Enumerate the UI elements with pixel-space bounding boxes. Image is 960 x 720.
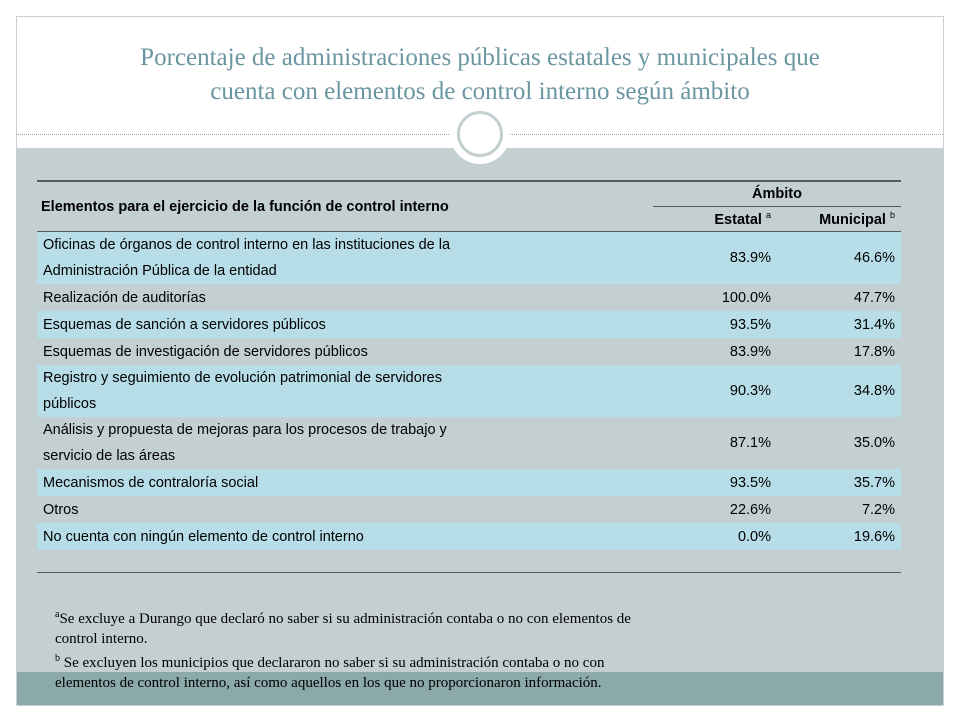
table-row: Esquemas de sanción a servidores público…: [37, 311, 901, 338]
table-row: Mecanismos de contraloría social 93.5% 3…: [37, 469, 901, 496]
slide-title: Porcentaje de administraciones públicas …: [17, 41, 943, 109]
table-row: Realización de auditorías 100.0% 47.7%: [37, 284, 901, 311]
table-header-row: Elementos para el ejercicio de la funció…: [37, 181, 901, 215]
value-municipal: 35.0%: [777, 417, 901, 469]
group-header: Ámbito: [653, 181, 901, 207]
value-estatal: 93.5%: [653, 311, 777, 338]
value-estatal: 0.0%: [653, 523, 777, 550]
value-municipal: 34.8%: [777, 365, 901, 417]
footnote-b: b Se excluyen los municipios que declara…: [55, 653, 605, 691]
row-label: Análisis y propuesta de mejoras para los…: [37, 417, 653, 469]
footnotes: aSe excluye a Durango que declaró no sab…: [55, 605, 855, 693]
value-estatal: 100.0%: [653, 284, 777, 311]
value-estatal: 83.9%: [653, 231, 777, 284]
value-municipal: 46.6%: [777, 231, 901, 284]
row-label: Registro y seguimiento de evolución patr…: [37, 365, 653, 417]
row-label: Mecanismos de contraloría social: [37, 469, 653, 496]
row-label: Realización de auditorías: [37, 284, 653, 311]
table-row: Esquemas de investigación de servidores …: [37, 338, 901, 365]
table-body: Oficinas de órganos de control interno e…: [37, 231, 901, 573]
table-row: Análisis y propuesta de mejoras para los…: [37, 417, 901, 469]
col-header-municipal: Municipal b: [819, 210, 895, 228]
value-municipal: 31.4%: [777, 311, 901, 338]
title-line-1: Porcentaje de administraciones públicas …: [140, 44, 820, 71]
table-subheader-row: Estatal a Municipal b: [37, 207, 901, 232]
slide-frame: Porcentaje de administraciones públicas …: [16, 16, 944, 706]
row-label: Oficinas de órganos de control interno e…: [37, 231, 653, 284]
value-municipal: 47.7%: [777, 284, 901, 311]
bottom-band: [17, 672, 943, 705]
control-interno-table: Elementos para el ejercicio de la funció…: [37, 180, 901, 573]
row-header: Elementos para el ejercicio de la funció…: [41, 198, 449, 215]
row-label: No cuenta con ningún elemento de control…: [37, 523, 653, 550]
col-header-estatal: Estatal a: [714, 210, 771, 228]
value-municipal: 35.7%: [777, 469, 901, 496]
table-row: Otros 22.6% 7.2%: [37, 496, 901, 523]
value-estatal: 93.5%: [653, 469, 777, 496]
table-row: No cuenta con ningún elemento de control…: [37, 523, 901, 550]
table-row: Oficinas de órganos de control interno e…: [37, 231, 901, 284]
row-label: Esquemas de investigación de servidores …: [37, 338, 653, 365]
value-municipal: 17.8%: [777, 338, 901, 365]
value-municipal: 19.6%: [777, 523, 901, 550]
value-estatal: 22.6%: [653, 496, 777, 523]
table-row: Registro y seguimiento de evolución patr…: [37, 365, 901, 417]
value-municipal: 7.2%: [777, 496, 901, 523]
value-estatal: 87.1%: [653, 417, 777, 469]
circle-ornament-ring: [457, 111, 503, 157]
value-estatal: 90.3%: [653, 365, 777, 417]
footnote-a: aSe excluye a Durango que declaró no sab…: [55, 609, 631, 647]
table-end-spacer: [37, 550, 901, 573]
row-label: Esquemas de sanción a servidores público…: [37, 311, 653, 338]
row-label: Otros: [37, 496, 653, 523]
title-line-2: cuenta con elementos de control interno …: [210, 78, 750, 105]
value-estatal: 83.9%: [653, 338, 777, 365]
